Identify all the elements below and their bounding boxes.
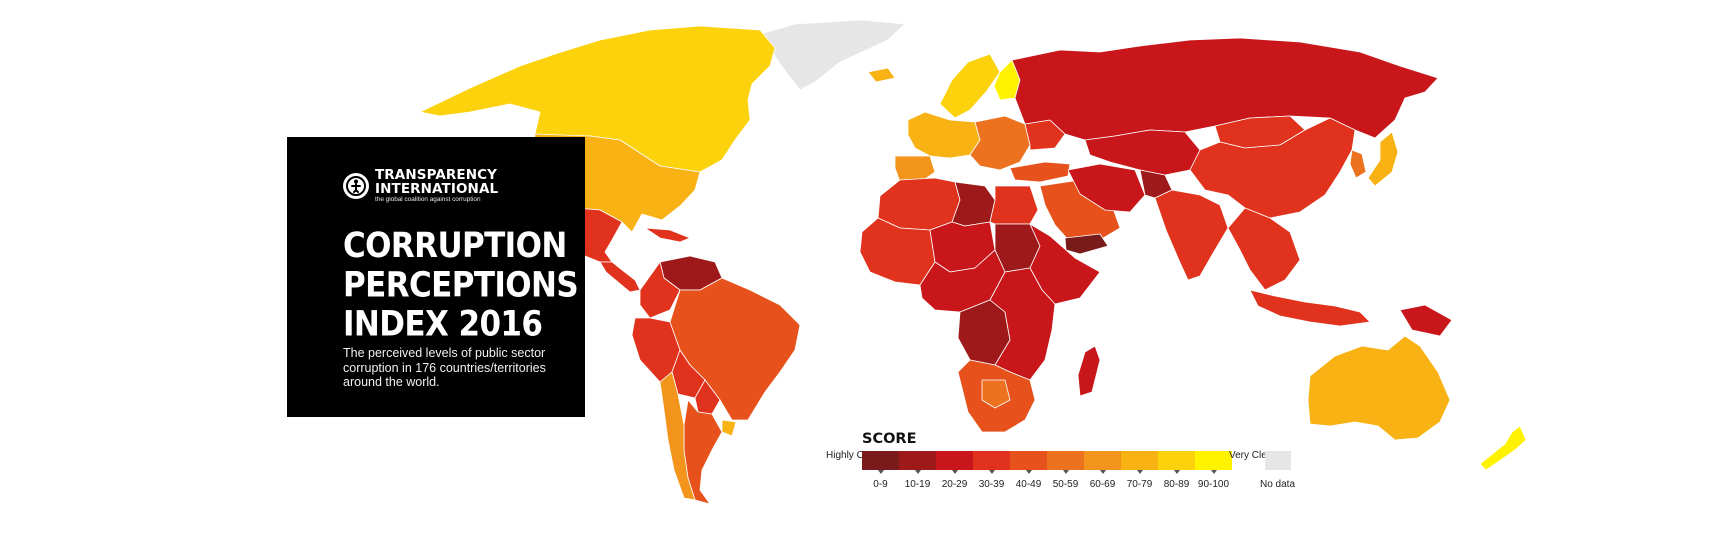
- legend-low-label: Highly Corrupt: [826, 450, 890, 461]
- title-panel: TRANSPARENCY INTERNATIONAL the global co…: [287, 137, 585, 417]
- legend-no-data-swatch: [1265, 451, 1291, 470]
- legend-swatch: [1047, 451, 1084, 474]
- region-colombia: [639, 261, 681, 319]
- region-libya: [951, 181, 996, 227]
- title-line: INDEX 2016: [343, 304, 543, 346]
- legend-bin-label: 40-49: [1015, 479, 1042, 490]
- legend-swatch: [1195, 451, 1232, 474]
- region-papua-new-guinea: [1399, 304, 1453, 337]
- logo-line-1: TRANSPARENCY: [375, 167, 497, 183]
- legend-bin-label: 0-9: [873, 479, 888, 490]
- legend-bin-label: 10-19: [904, 479, 931, 490]
- logo-line-2: INTERNATIONAL: [375, 180, 499, 197]
- legend-bin-label: 30-39: [978, 479, 1005, 490]
- title-line: CORRUPTION: [343, 226, 567, 267]
- region-paraguay: [694, 379, 721, 415]
- region-india: [1154, 189, 1229, 281]
- legend-swatch: [1121, 451, 1158, 474]
- legend-bin-label: 70-79: [1126, 479, 1153, 490]
- legend-swatch: [862, 451, 899, 474]
- region-botswana: [981, 379, 1011, 409]
- region-western-europe: [907, 111, 981, 159]
- legend-bin-label: 60-69: [1089, 479, 1116, 490]
- transparency-international-logo: TRANSPARENCY INTERNATIONAL the global co…: [343, 167, 565, 203]
- region-madagascar: [1077, 345, 1101, 397]
- region-southeast-asia: [1227, 207, 1301, 291]
- region-japan: [1367, 131, 1399, 187]
- region-uruguay: [721, 419, 737, 437]
- region-yemen: [1064, 233, 1109, 255]
- legend-swatch: [899, 451, 936, 474]
- legend-high-label: Very Clean: [1229, 450, 1278, 461]
- region-indonesia: [1249, 289, 1371, 327]
- page-subtitle: The perceived levels of public sector co…: [343, 346, 546, 390]
- region-brazil: [669, 277, 801, 421]
- legend-no-data-label: No data: [1260, 479, 1296, 490]
- region-greenland: [759, 19, 906, 91]
- region-central-america: [599, 261, 641, 293]
- legend-swatch: [1158, 451, 1195, 474]
- legend-swatch: [1084, 451, 1121, 474]
- page-title: CORRUPTION PERCEPTIONS INDEX 2016: [343, 226, 579, 346]
- region-caribbean: [644, 227, 691, 243]
- legend-bin-labels: 0-9 10-19 20-29 30-39 40-49 50-59 60-69 70-79 80…: [862, 479, 1232, 490]
- legend-bin-label: 50-59: [1052, 479, 1079, 490]
- region-eastern-europe: [969, 115, 1031, 171]
- title-line: PERCEPTIONS: [343, 265, 579, 306]
- legend-bin-label: 90-100: [1197, 479, 1230, 490]
- region-scandinavia: [939, 53, 1001, 119]
- legend-swatch: [973, 451, 1010, 474]
- score-legend: SCORE Highly Corrupt Very Clean 0-9 10-19…: [820, 428, 1300, 498]
- region-new-zealand: [1479, 425, 1527, 471]
- legend-title: SCORE: [862, 431, 917, 447]
- logo-icon: [343, 173, 369, 200]
- region-canada: [419, 25, 776, 173]
- region-australia: [1307, 335, 1451, 441]
- region-turkey: [1009, 161, 1071, 183]
- legend-bin-label: 80-89: [1163, 479, 1190, 490]
- region-korea: [1349, 149, 1367, 179]
- legend-bin-label: 20-29: [941, 479, 968, 490]
- region-iran: [1067, 163, 1146, 213]
- region-chile: [659, 371, 696, 501]
- region-egypt: [989, 185, 1039, 225]
- legend-swatch: [936, 451, 973, 474]
- legend-swatch: [1010, 451, 1047, 474]
- region-north-africa: [877, 177, 961, 231]
- region-horn-of-africa: [1029, 223, 1101, 305]
- logo-tagline: the global coalition against corruption: [375, 196, 481, 203]
- region-iceland: [867, 67, 896, 83]
- legend-color-scale: [862, 451, 1232, 474]
